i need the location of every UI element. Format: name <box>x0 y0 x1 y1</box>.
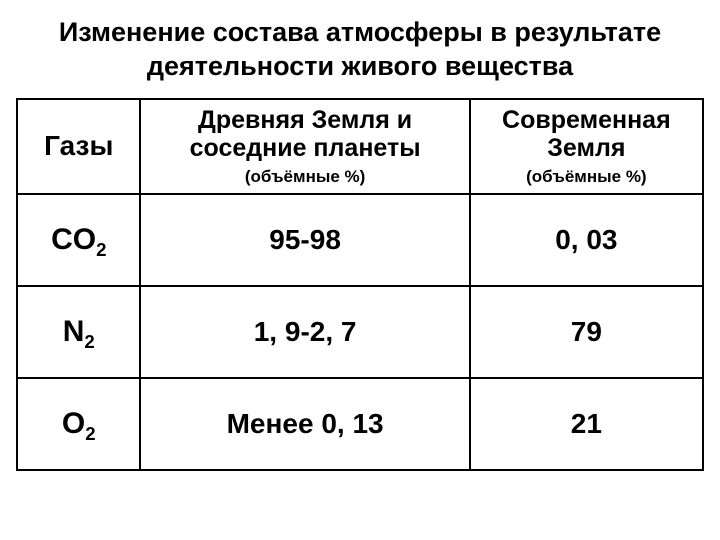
modern-cell: 21 <box>470 378 703 470</box>
gas-sub: 2 <box>85 423 95 444</box>
col-header-gases: Газы <box>17 99 140 195</box>
gas-cell: O2 <box>17 378 140 470</box>
col-header-modern: Современная Земля <box>470 99 703 166</box>
ancient-cell: 1, 9-2, 7 <box>140 286 469 378</box>
gas-base: CO <box>51 223 96 256</box>
table-row: CO2 95-98 0, 03 <box>17 194 703 286</box>
page-title: Изменение состава атмосферы в результате… <box>16 16 704 84</box>
modern-cell: 79 <box>470 286 703 378</box>
gas-cell: N2 <box>17 286 140 378</box>
gas-base: O <box>62 407 85 440</box>
gas-cell: CO2 <box>17 194 140 286</box>
gas-sub: 2 <box>84 331 94 352</box>
table-row: O2 Менее 0, 13 21 <box>17 378 703 470</box>
gas-base: N <box>63 315 85 348</box>
atmosphere-table: Газы Древняя Земля и соседние планеты Со… <box>16 98 704 472</box>
modern-cell: 0, 03 <box>470 194 703 286</box>
col-header-ancient: Древняя Земля и соседние планеты <box>140 99 469 166</box>
col-subheader-modern-unit: (объёмные %) <box>470 165 703 194</box>
ancient-cell: Менее 0, 13 <box>140 378 469 470</box>
col-subheader-ancient-unit: (объёмные %) <box>140 165 469 194</box>
table-row: N2 1, 9-2, 7 79 <box>17 286 703 378</box>
gas-sub: 2 <box>96 239 106 260</box>
ancient-cell: 95-98 <box>140 194 469 286</box>
